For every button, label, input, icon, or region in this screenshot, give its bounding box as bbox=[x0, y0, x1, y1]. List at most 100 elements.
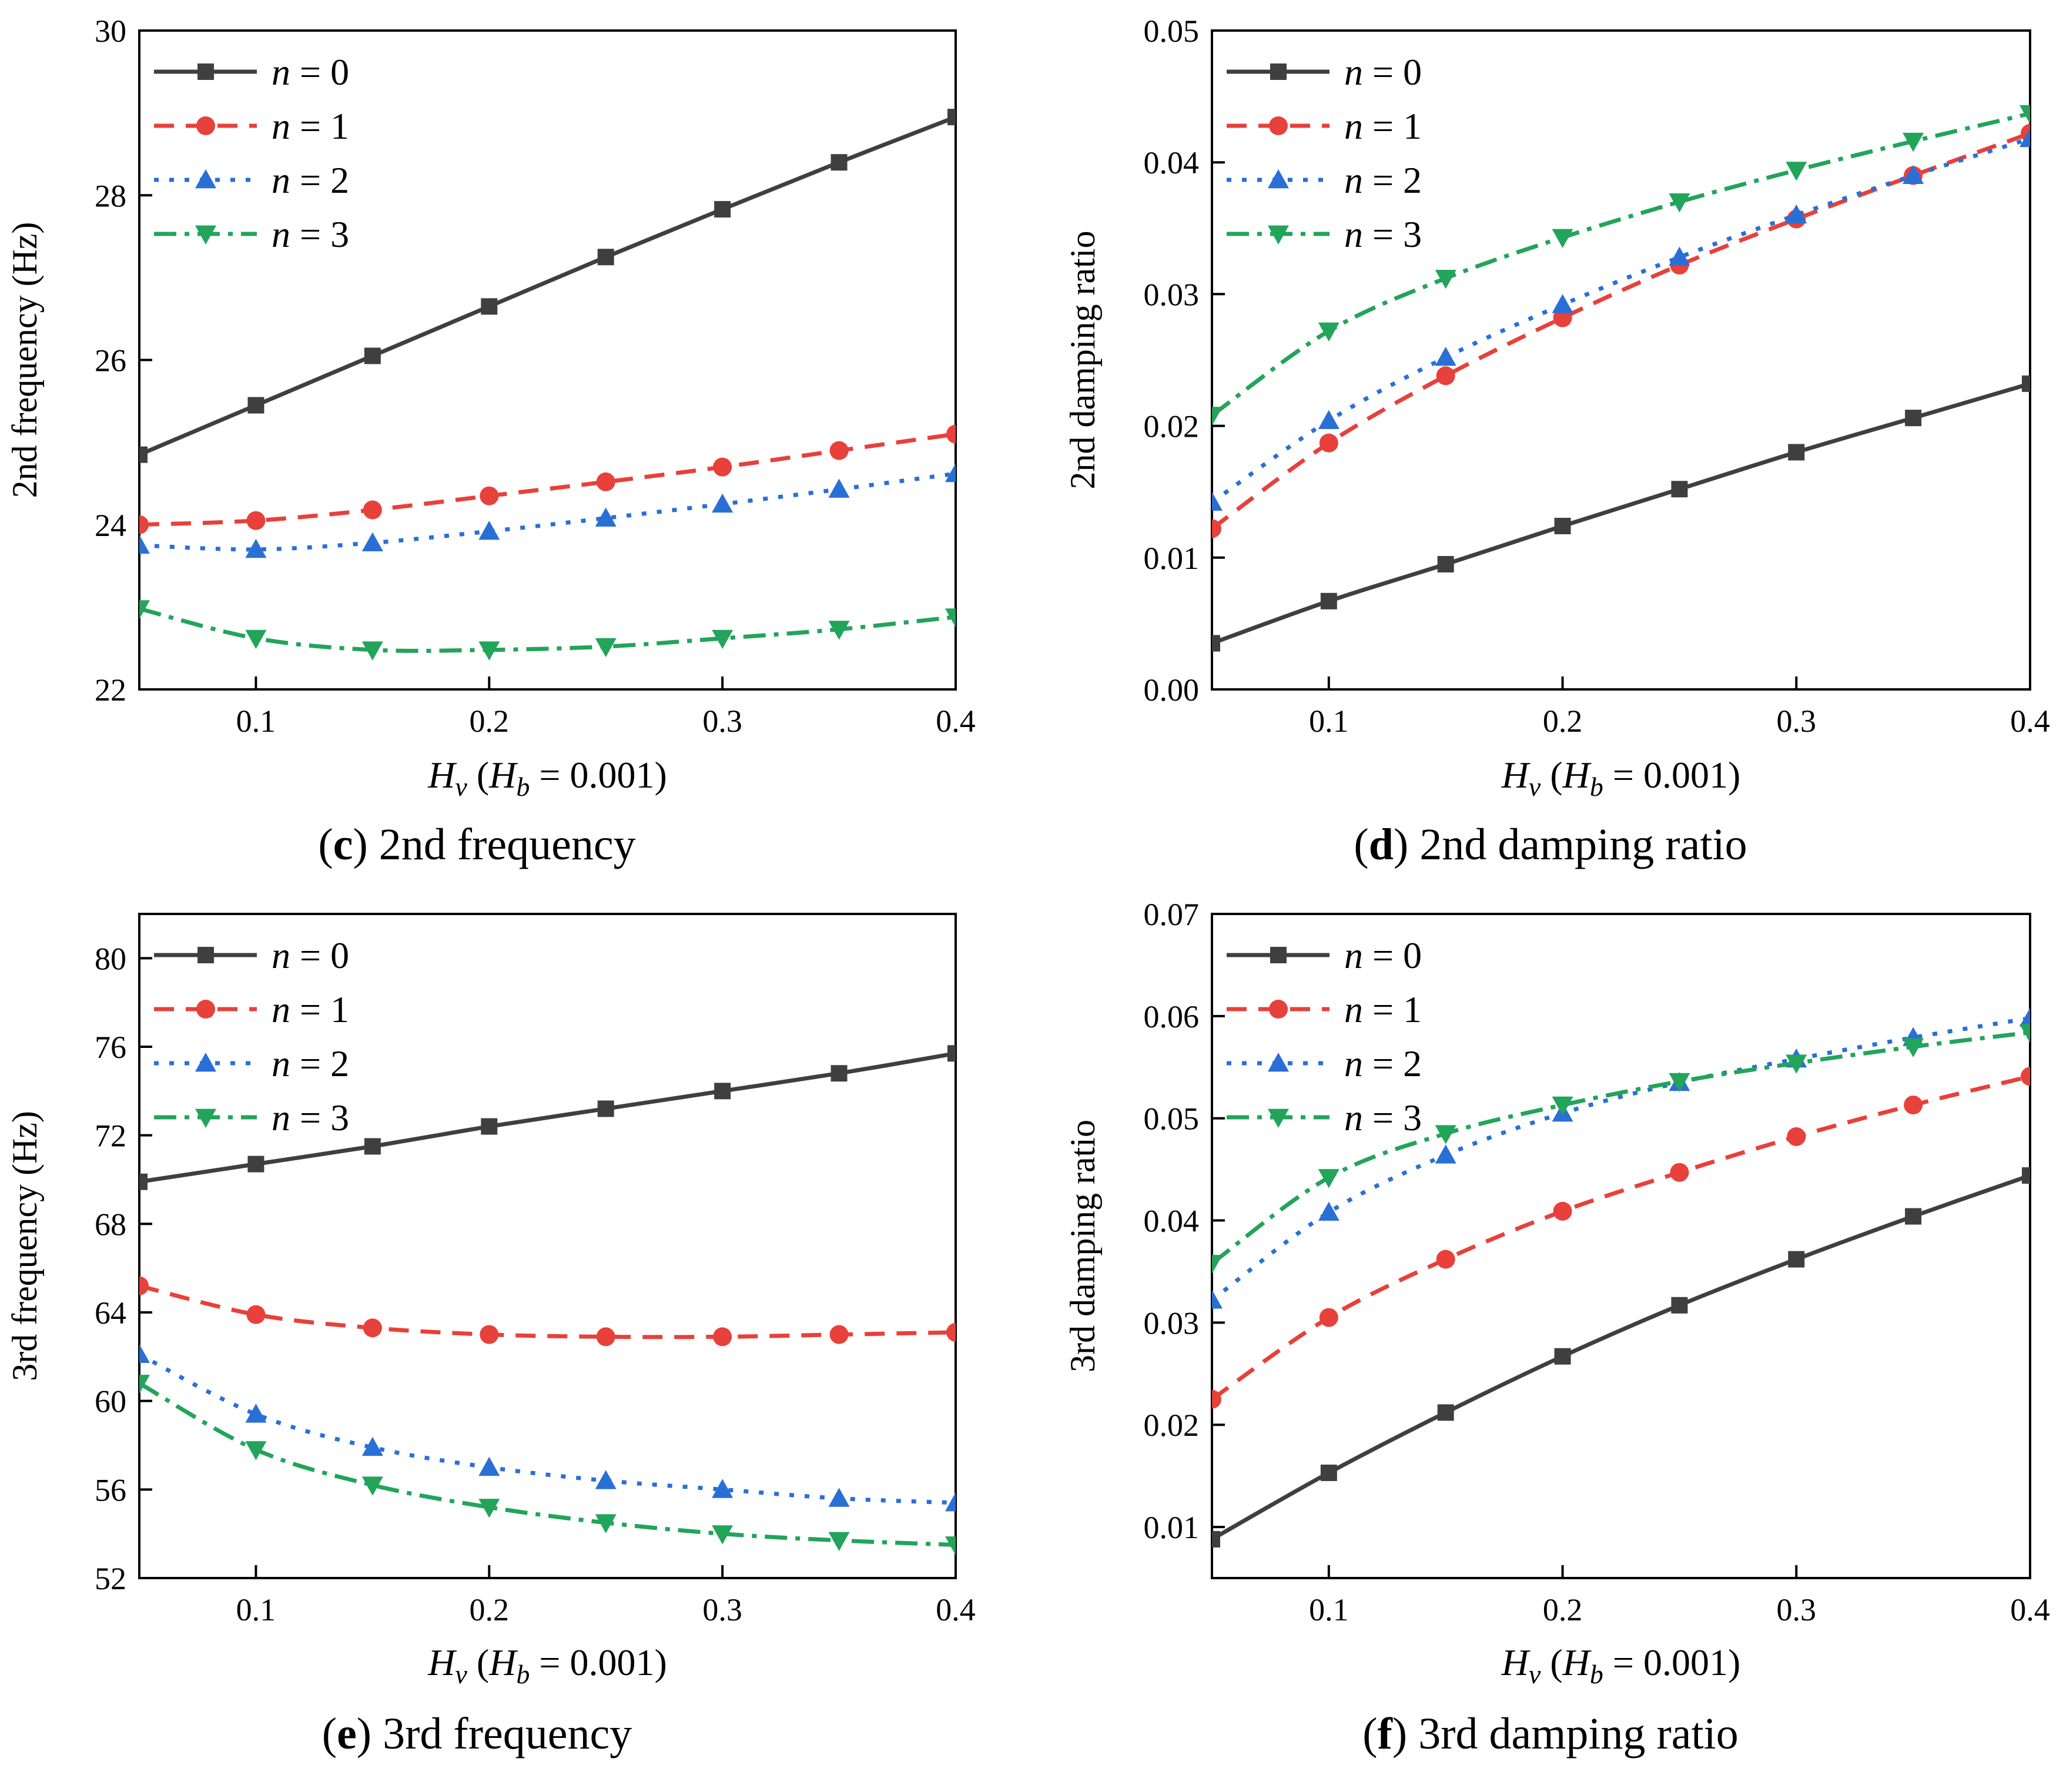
caption-text: 3rd damping ratio bbox=[1407, 1709, 1739, 1758]
x-label-sub-v: v bbox=[455, 772, 467, 802]
caption-letter: d bbox=[1369, 820, 1394, 869]
legend-var: n bbox=[1344, 51, 1363, 93]
x-tick-label: 0.4 bbox=[936, 704, 976, 739]
legend-label-n3: n = 3 bbox=[272, 1097, 349, 1138]
legend-square-marker bbox=[197, 947, 214, 963]
x-label-mid: ( bbox=[467, 754, 489, 796]
plot-area bbox=[1212, 1007, 2030, 1548]
series-line-n0 bbox=[1212, 381, 2030, 645]
series-line-n0 bbox=[139, 115, 956, 457]
legend-eq: = 1 bbox=[290, 989, 349, 1030]
legend-label-n2: n = 2 bbox=[1344, 159, 1422, 201]
x-label-h: H bbox=[1501, 754, 1531, 796]
triangle-down-marker bbox=[478, 1499, 500, 1518]
square-marker bbox=[1320, 592, 1337, 609]
caption-text: 2nd damping ratio bbox=[1408, 820, 1747, 869]
y-tick-label: 76 bbox=[95, 1030, 126, 1065]
caption-text: 2nd frequency bbox=[368, 820, 636, 869]
x-label-sub-v: v bbox=[1529, 1659, 1541, 1689]
legend: n = 0n = 1n = 2n = 3 bbox=[154, 934, 349, 1138]
square-marker bbox=[947, 1045, 956, 1062]
x-tick-label: 0.1 bbox=[1309, 704, 1349, 739]
legend-label-n3: n = 3 bbox=[1344, 1097, 1422, 1138]
legend-var: n bbox=[272, 51, 290, 93]
series-line-n3 bbox=[139, 607, 956, 653]
caption-paren: ( bbox=[1354, 820, 1368, 869]
triangle-down-marker bbox=[1552, 229, 1573, 248]
triangle-down-marker bbox=[1903, 132, 1924, 152]
square-marker bbox=[830, 154, 848, 171]
x-tick-label: 0.2 bbox=[1543, 1592, 1583, 1627]
triangle-down-marker bbox=[1552, 1096, 1573, 1116]
x-axis-label: Hv (Hb = 0.001) bbox=[427, 1642, 667, 1689]
square-marker bbox=[1671, 481, 1688, 498]
x-label-h: H bbox=[1562, 1642, 1592, 1683]
y-axis-label: 2nd damping ratio bbox=[1063, 231, 1102, 490]
x-label-tail: = 0.001) bbox=[1603, 1642, 1740, 1683]
circle-marker bbox=[1436, 366, 1455, 386]
legend-eq: = 0 bbox=[290, 934, 349, 976]
square-marker bbox=[1437, 556, 1454, 573]
y-tick-label: 0.04 bbox=[1144, 145, 1200, 180]
legend-label-n2: n = 2 bbox=[272, 1043, 349, 1084]
legend-square-marker bbox=[1270, 947, 1287, 963]
triangle-up-marker bbox=[712, 493, 734, 513]
triangle-down-marker bbox=[1669, 193, 1690, 213]
caption-paren: ( bbox=[322, 1709, 337, 1758]
x-label-h: H bbox=[427, 1642, 457, 1683]
circle-marker bbox=[946, 1322, 956, 1342]
y-tick-label: 68 bbox=[95, 1207, 126, 1242]
triangle-up-marker bbox=[945, 1492, 956, 1512]
triangle-down-marker bbox=[139, 1375, 150, 1394]
triangle-down-marker bbox=[2020, 1024, 2030, 1043]
circle-marker bbox=[246, 511, 266, 530]
triangle-down-marker bbox=[1786, 1054, 1807, 1074]
x-tick-label: 0.4 bbox=[2010, 1592, 2050, 1627]
legend-triangle-down-marker bbox=[1268, 225, 1289, 244]
triangle-down-marker bbox=[1212, 407, 1223, 426]
triangle-down-marker bbox=[1212, 1255, 1223, 1274]
legend-eq: = 0 bbox=[1363, 51, 1422, 93]
legend-eq: = 2 bbox=[1363, 159, 1422, 201]
legend-eq: = 2 bbox=[290, 1043, 349, 1084]
caption-paren: ) bbox=[1392, 1709, 1407, 1758]
y-tick-label: 22 bbox=[95, 672, 126, 708]
legend-triangle-up-marker bbox=[195, 1053, 216, 1072]
triangle-down-marker bbox=[945, 1536, 956, 1556]
series-line-n3 bbox=[139, 1381, 956, 1547]
triangle-up-marker bbox=[361, 1436, 383, 1456]
y-tick-label: 0.05 bbox=[1144, 1101, 1200, 1137]
triangle-down-marker bbox=[2020, 105, 2030, 125]
square-marker bbox=[830, 1065, 848, 1082]
triangle-down-marker bbox=[1435, 270, 1456, 289]
caption-paren: ) bbox=[1394, 820, 1408, 869]
square-marker bbox=[1212, 635, 1220, 652]
legend-var: n bbox=[272, 934, 290, 976]
circle-marker bbox=[1436, 1250, 1455, 1269]
caption-paren: ( bbox=[1362, 1709, 1377, 1758]
y-tick-label: 28 bbox=[95, 178, 126, 213]
legend-label-n1: n = 1 bbox=[1344, 105, 1422, 147]
circle-marker bbox=[139, 515, 149, 534]
square-marker bbox=[1905, 1208, 1922, 1225]
legend-label-n0: n = 0 bbox=[1344, 51, 1422, 93]
legend-var: n bbox=[1344, 934, 1363, 976]
y-tick-label: 0.01 bbox=[1144, 541, 1200, 576]
square-marker bbox=[2022, 375, 2030, 392]
square-marker bbox=[2022, 1167, 2030, 1184]
chart-panel-f: 0.1 0.2 0.3 0.4 0.01 0.02 0.03 0.04 0.05 0.06 0.07… bbox=[1063, 897, 2050, 1758]
legend: n = 0n = 1n = 2n = 3 bbox=[1227, 934, 1422, 1138]
circle-marker bbox=[1212, 519, 1221, 538]
square-marker bbox=[947, 109, 956, 126]
y-tick-label: 0.01 bbox=[1144, 1510, 1200, 1545]
x-label-sub-b: b bbox=[516, 772, 530, 802]
circle-marker bbox=[246, 1305, 266, 1324]
x-label-h: H bbox=[1562, 754, 1592, 796]
triangle-down-marker bbox=[1318, 1169, 1339, 1188]
triangle-down-marker bbox=[828, 1532, 850, 1551]
y-tick-label: 0.02 bbox=[1144, 409, 1200, 444]
legend-var: n bbox=[272, 105, 290, 147]
circle-marker bbox=[713, 1327, 732, 1346]
y-tick-label: 64 bbox=[95, 1295, 126, 1331]
